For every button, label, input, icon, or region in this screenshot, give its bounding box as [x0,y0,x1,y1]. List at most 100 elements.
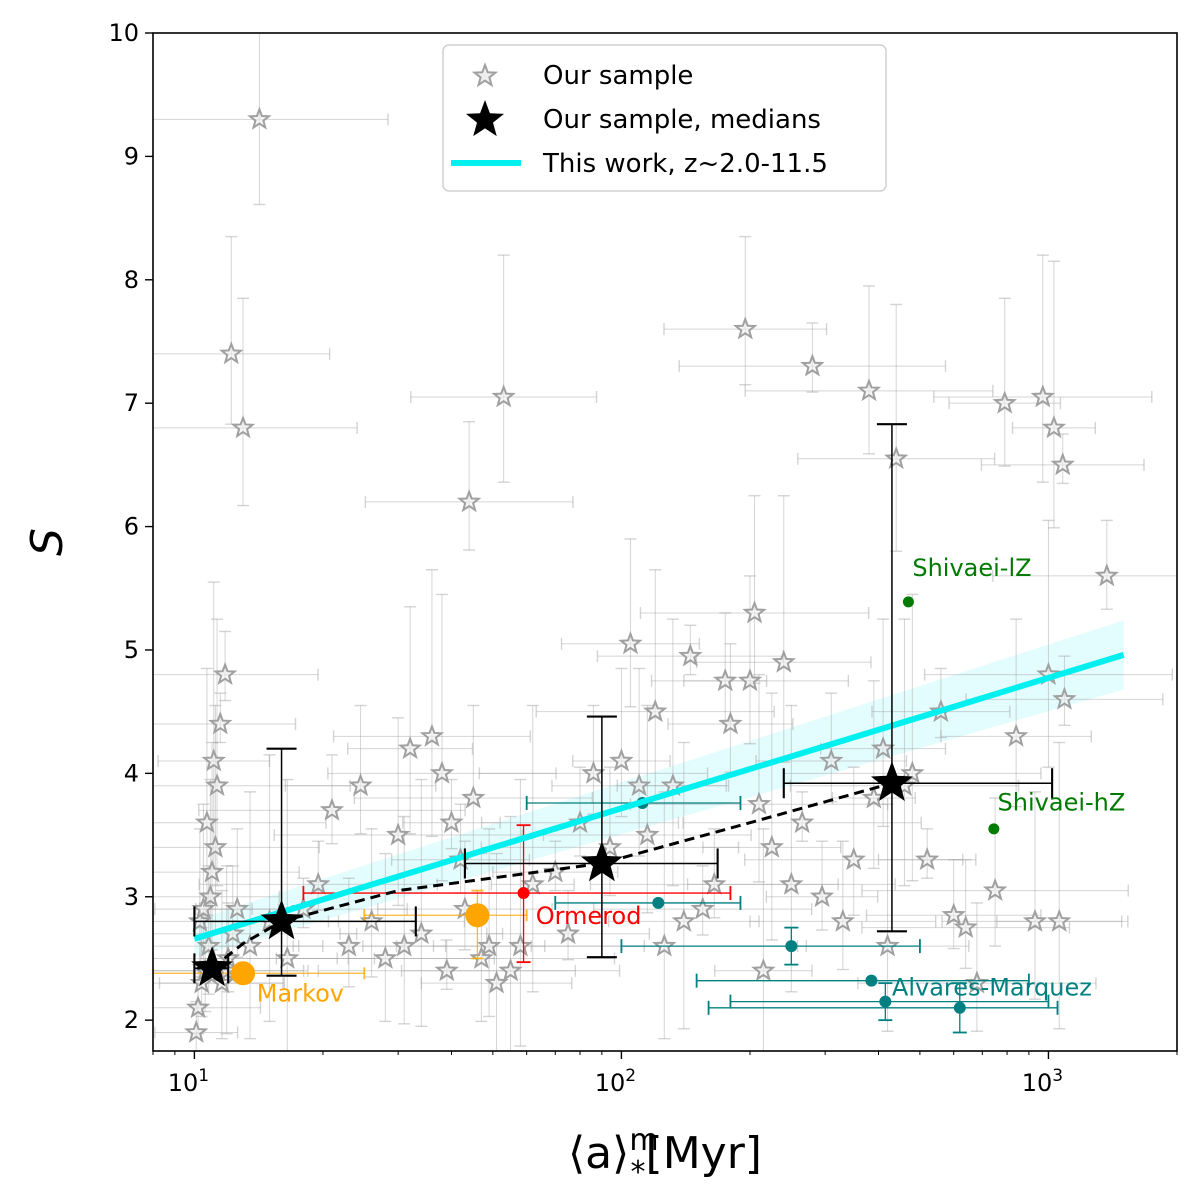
annotation-shivaei-hz: Shivaei-hZ [998,788,1126,816]
sample-point-0 [184,1019,209,1043]
sample-point-46 [476,933,502,957]
annotation-shivaei-lz: Shivaei-lZ [912,554,1031,582]
sample-point-83 [841,846,866,871]
sample-point-97 [992,390,1017,414]
sample-point-100 [1030,384,1056,408]
sample-point-20 [219,340,244,365]
x-axis-label-main: ⟨a⟩ [568,1128,629,1179]
markov-point-1 [465,903,490,928]
shivaei-point-0 [902,596,914,608]
sample-point-77 [779,871,804,895]
sample-point-33 [385,822,411,846]
sample-point-48 [491,384,516,408]
sample-point-27 [306,871,331,895]
sample-point-84 [856,377,882,402]
legend-marker-sample [471,62,499,88]
legend: Our sample Our sample, medians This work… [442,44,887,192]
annotations: Markov Ormerod Alvares-Marquez Shivaei-lZ Sh… [257,554,1126,1008]
x-axis-label: ⟨a⟩m *[Myr] [568,1123,762,1190]
annotation-markov: Markov [257,980,344,1008]
sample-point-55 [581,760,606,784]
sample-point-25 [275,945,300,969]
alvares-point-4 [879,995,892,1008]
axes-frame [152,32,1178,1052]
x-axis-label-unit: [Myr] [646,1128,762,1179]
annotation-ormerod: Ormerod [536,902,642,930]
sample-point-71 [737,667,763,692]
sample-point-103 [1047,908,1072,932]
literature-points [153,596,1059,1034]
x-axis-label-sub: * [631,1155,646,1190]
sample-point-79 [800,353,825,377]
sample-point-95 [964,970,990,994]
sample-point-88 [883,445,909,470]
sample-point-22 [247,106,272,130]
sample-point-99 [1022,908,1048,932]
sample-point-59 [626,772,652,797]
sample-point-72 [742,600,767,624]
sample-point-90 [900,760,925,784]
sample-point-68 [712,667,738,692]
legend-marker-medians [465,100,505,137]
y-tick-label-3: 3 [124,883,139,911]
y-tick-label-2: 2 [124,1006,139,1034]
median-point-1 [260,899,303,940]
alvares-point-1 [652,896,665,909]
sample-point-76 [771,649,797,673]
sample-point-67 [702,871,727,895]
markov-point-0 [231,961,256,986]
sample-point-35 [397,735,423,760]
sample-point-53 [555,920,581,945]
sample-point-106 [1094,563,1120,587]
x-tick-label-100: 102 [595,1066,636,1097]
legend-label-fit: This work, z~2.0-11.5 [542,149,828,179]
sample-point-5 [187,908,213,932]
sample-point-93 [941,902,966,926]
median-point-0 [191,946,233,987]
svg-text:⟨a⟩m*[Myr]: ⟨a⟩m *[Myr] [568,1123,762,1190]
sample-point-14 [212,661,238,686]
sample-point-28 [319,797,345,821]
sample-point-29 [336,933,362,957]
sample-point-39 [434,957,460,982]
sample-point-36 [409,920,434,945]
sample-point-37 [419,723,445,747]
sample-point-6 [191,896,216,920]
sample-point-40 [439,809,464,834]
y-axis-label: S [22,528,73,556]
legend-label-medians: Our sample, medians [543,105,821,135]
sample-point-1 [185,994,211,1019]
annotation-alvares-marquez: Alvares-Marquez [892,973,1092,1001]
sample-point-45 [469,945,494,969]
axis-ticks: 2 3 4 5 6 7 8 9 10 101 102 103 [108,19,1178,1097]
sample-point-9 [203,834,228,858]
y-tick-label-10: 10 [108,19,139,47]
sample-point-65 [678,643,703,667]
x-tick-label-10: 101 [168,1066,209,1097]
x-tick-exponent-10: 1 [198,1066,209,1086]
y-tick-label-8: 8 [124,266,139,294]
sample-point-8 [199,859,225,883]
sample-point-10 [194,809,220,834]
alvares-point-3 [865,974,878,987]
sample-point-81 [819,748,844,772]
sample-point-105 [1052,686,1077,710]
sample-point-21 [230,415,256,439]
sample-point-69 [718,711,743,735]
fit-line [193,652,1125,942]
sample-point-51 [520,871,545,895]
x-tick-label-1000: 103 [1022,1066,1063,1097]
sample-point-58 [618,630,643,655]
median-trend-line [211,781,893,970]
sample-point-13 [208,711,233,735]
sample-point-91 [914,846,940,871]
sample-point-50 [508,933,533,957]
fit-line-layer [193,652,1125,970]
sample-point-78 [789,809,815,834]
sample-point-12 [201,748,226,772]
sample-point-87 [875,933,900,957]
sample-point-30 [348,772,373,797]
median-points [191,423,1054,987]
median-point-2 [580,841,623,882]
